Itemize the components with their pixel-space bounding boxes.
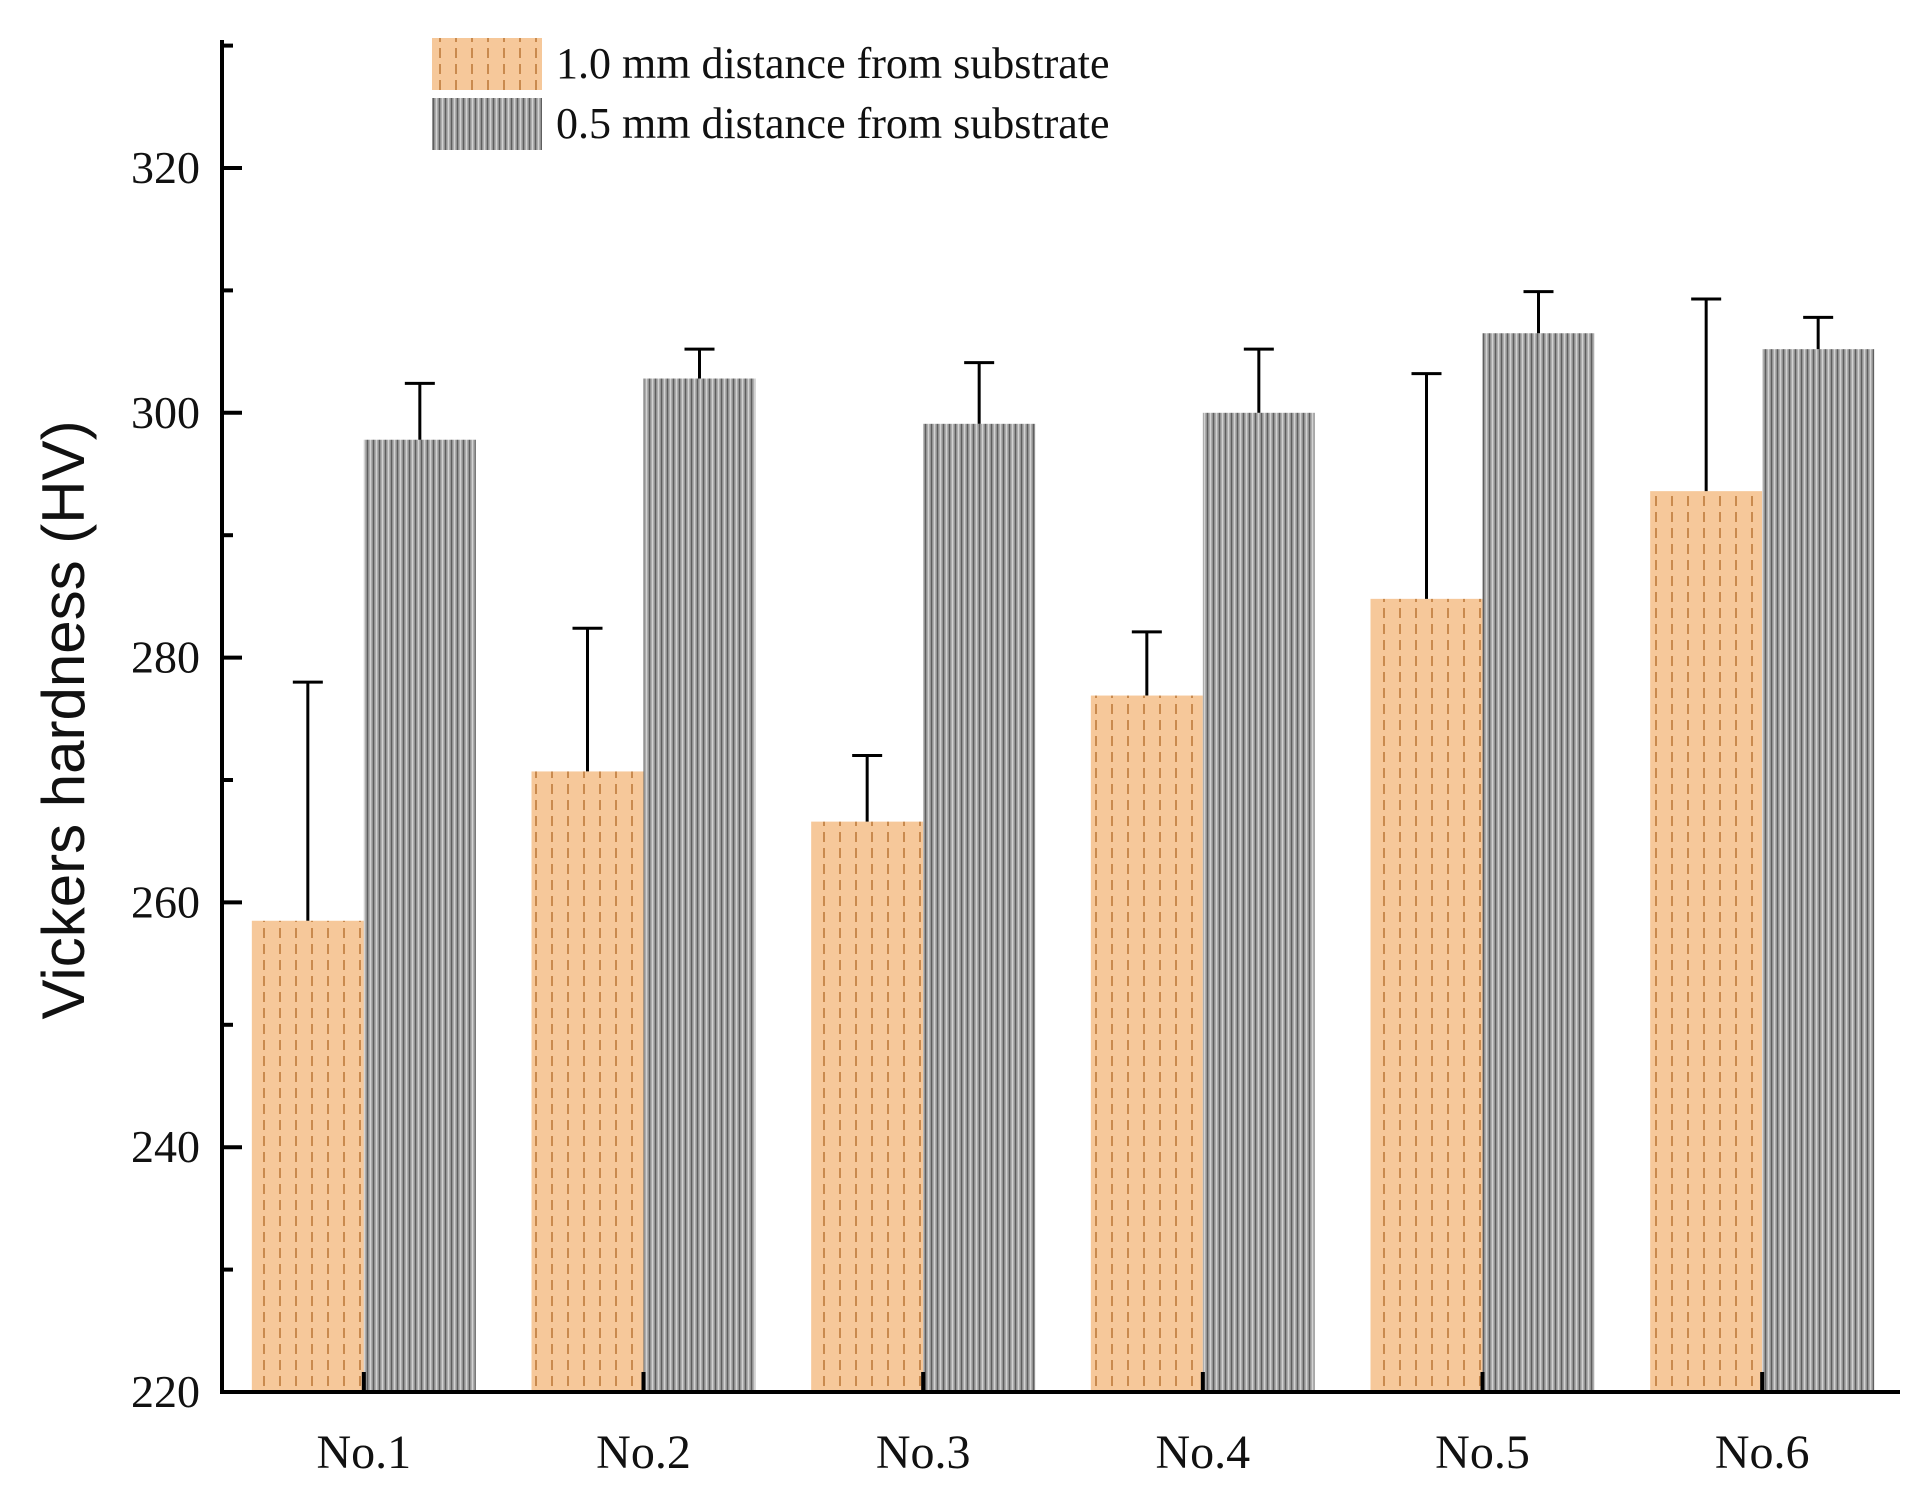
bar-series-05mm-no2 <box>643 378 756 1392</box>
bar-series-1mm-no4 <box>1090 695 1203 1392</box>
bar-series-1mm-no6 <box>1650 491 1763 1392</box>
bar-series-05mm-no5 <box>1482 333 1595 1392</box>
bar-series-1mm-no1 <box>251 920 364 1392</box>
x-tick-label-no4: No.4 <box>1155 1426 1250 1479</box>
x-tick-label-no3: No.3 <box>876 1426 971 1479</box>
x-tick-label-no2: No.2 <box>596 1426 691 1479</box>
legend-swatch-series-1mm <box>432 38 542 90</box>
legend-label-series-05mm: 0.5 mm distance from substrate <box>556 99 1110 148</box>
bar-series-05mm-no6 <box>1762 349 1875 1393</box>
legend-label-series-1mm: 1.0 mm distance from substrate <box>556 39 1110 88</box>
x-tick-label-no1: No.1 <box>316 1426 411 1479</box>
y-tick-label-300: 300 <box>131 387 200 438</box>
x-tick-label-no5: No.5 <box>1435 1426 1530 1479</box>
legend-swatch-series-05mm <box>432 98 542 150</box>
y-tick-label-260: 260 <box>131 876 200 927</box>
bar-series-05mm-no4 <box>1202 412 1315 1392</box>
y-tick-label-320: 320 <box>131 142 200 193</box>
y-tick-label-280: 280 <box>131 632 200 683</box>
bar-series-05mm-no3 <box>923 423 1036 1392</box>
bar-series-1mm-no5 <box>1370 598 1483 1392</box>
y-axis-title: Vickers hardness (HV) <box>30 420 97 1019</box>
y-tick-label-240: 240 <box>131 1121 200 1172</box>
y-tick-label-220: 220 <box>131 1366 200 1417</box>
x-tick-label-no6: No.6 <box>1715 1426 1810 1479</box>
bar-series-1mm-no3 <box>811 821 924 1392</box>
bar-series-1mm-no2 <box>531 771 644 1392</box>
bar-series-05mm-no1 <box>363 439 476 1392</box>
